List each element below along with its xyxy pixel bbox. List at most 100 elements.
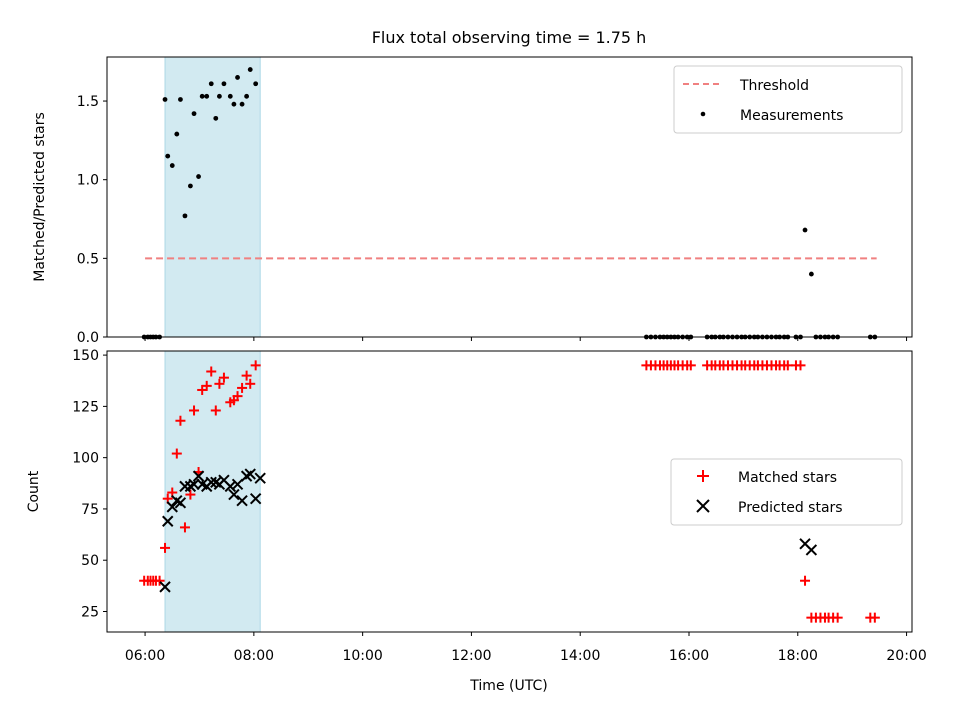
predicted-star-point: [244, 468, 256, 480]
predicted-star-point: [159, 581, 171, 593]
x-tick-label: 18:00: [778, 648, 818, 664]
measurement-point: [221, 81, 227, 87]
measurement-point: [204, 93, 210, 99]
measurement-point: [196, 174, 201, 179]
measurement-point: [174, 131, 180, 137]
measurement-point: [178, 97, 183, 102]
y-tick-label: 125: [72, 399, 99, 415]
predicted-star-point: [174, 497, 187, 509]
count-legend-box: [670, 458, 903, 526]
y-tick-label: 1.5: [77, 94, 99, 110]
matched-star-point: [795, 360, 806, 371]
matched-star-point: [250, 360, 261, 371]
x-axis-label: Time (UTC): [469, 678, 547, 694]
predicted-stars-points: [159, 468, 818, 593]
matched-star-point: [232, 391, 243, 402]
matched-stars-points: [139, 360, 880, 623]
legend-matched-swatch: [697, 470, 709, 482]
x-tick-label: 12:00: [451, 648, 491, 664]
ratio-legend: Threshold Measurements: [673, 65, 903, 134]
ratio-y-axis: 0.0 0.5 1.0 1.5: [77, 94, 107, 346]
matched-star-point: [210, 405, 221, 416]
matched-star-point: [832, 612, 843, 623]
predicted-star-point: [254, 472, 266, 484]
y-tick-label: 150: [72, 348, 99, 364]
legend-predicted-label: Predicted stars: [738, 500, 843, 516]
measurement-point: [231, 101, 237, 107]
measurement-point: [244, 93, 250, 99]
observing-span: [164, 350, 261, 633]
measurement-point: [808, 271, 814, 277]
count-y-axis: 25 50 75 100 125 150: [72, 348, 107, 620]
predicted-star-point: [231, 478, 244, 491]
y-tick-label: 0.5: [77, 251, 99, 267]
measurement-point: [227, 93, 233, 99]
measurement-point: [802, 227, 808, 233]
measurement-point: [253, 81, 259, 87]
y-tick-label: 25: [81, 604, 99, 620]
ratio-panel: 0.0 0.5 1.0 1.5 Matched/Predicted stars Thr…: [32, 56, 913, 346]
measurement-point: [169, 163, 175, 168]
legend-measurements-swatch: [700, 111, 706, 117]
matched-star-point: [160, 542, 171, 553]
ratio-panel-frame: [106, 56, 913, 338]
y-tick-label: 100: [72, 451, 99, 467]
predicted-star-point: [162, 515, 174, 527]
predicted-star-point: [228, 488, 240, 501]
ratio-x-ticks: [144, 337, 908, 341]
matched-star-point: [171, 448, 182, 459]
count-panel: 25 50 75 100 125 150 06:00 08:00 10:00 12:00 14:0…: [26, 348, 927, 694]
matched-star-point: [218, 372, 229, 383]
predicted-star-point: [166, 501, 178, 513]
measurement-point: [199, 93, 205, 99]
x-tick-label: 06:00: [125, 648, 165, 664]
measurement-point: [213, 115, 219, 121]
x-tick-label: 08:00: [234, 648, 274, 664]
x-tick-label: 20:00: [886, 648, 926, 664]
predicted-star-point: [236, 495, 248, 507]
predicted-star-point: [192, 470, 205, 482]
matched-star-point: [245, 378, 256, 389]
measurement-point: [239, 101, 245, 107]
x-tick-label: 10:00: [342, 648, 382, 664]
matched-star-point: [214, 378, 225, 389]
matched-star-point: [685, 360, 696, 371]
matched-star-point: [206, 366, 217, 377]
predicted-star-point: [224, 480, 236, 493]
y-tick-label: 0.0: [77, 330, 99, 346]
measurement-point: [208, 81, 214, 87]
x-tick-label: 16:00: [669, 648, 709, 664]
time-x-axis: 06:00 08:00 10:00 12:00 14:00 16:00 18:00 20:00: [125, 632, 927, 664]
matched-star-point: [154, 575, 165, 586]
measurement-point: [235, 75, 240, 80]
ratio-legend-box: [673, 65, 903, 134]
predicted-star-point: [249, 492, 262, 505]
matched-star-point: [237, 382, 248, 393]
predicted-star-point: [205, 476, 217, 488]
count-legend: Matched stars Predicted stars: [670, 458, 903, 526]
measurement-point: [182, 213, 188, 219]
matched-star-point: [175, 415, 186, 426]
legend-measurements-label: Measurements: [740, 108, 843, 124]
measurement-point: [165, 153, 171, 159]
matched-star-point: [800, 575, 811, 586]
figure-title: Flux total observing time = 1.75 h: [372, 28, 647, 47]
ratio-y-label: Matched/Predicted stars: [32, 112, 48, 282]
measurement-point: [162, 97, 168, 102]
count-y-label: Count: [26, 470, 42, 512]
matched-star-point: [201, 380, 212, 391]
matched-star-point: [241, 370, 252, 381]
y-tick-label: 50: [81, 553, 99, 569]
y-tick-label: 75: [81, 502, 99, 518]
measurement-point: [188, 183, 193, 189]
legend-matched-label: Matched stars: [738, 470, 837, 486]
matched-star-point: [179, 522, 190, 533]
count-panel-frame: [106, 350, 913, 633]
measurement-point: [217, 93, 222, 99]
predicted-star-point: [188, 478, 200, 491]
matched-star-point: [189, 405, 200, 416]
y-tick-label: 1.0: [77, 173, 99, 189]
matched-star-point: [185, 489, 196, 500]
predicted-star-point: [805, 544, 818, 556]
